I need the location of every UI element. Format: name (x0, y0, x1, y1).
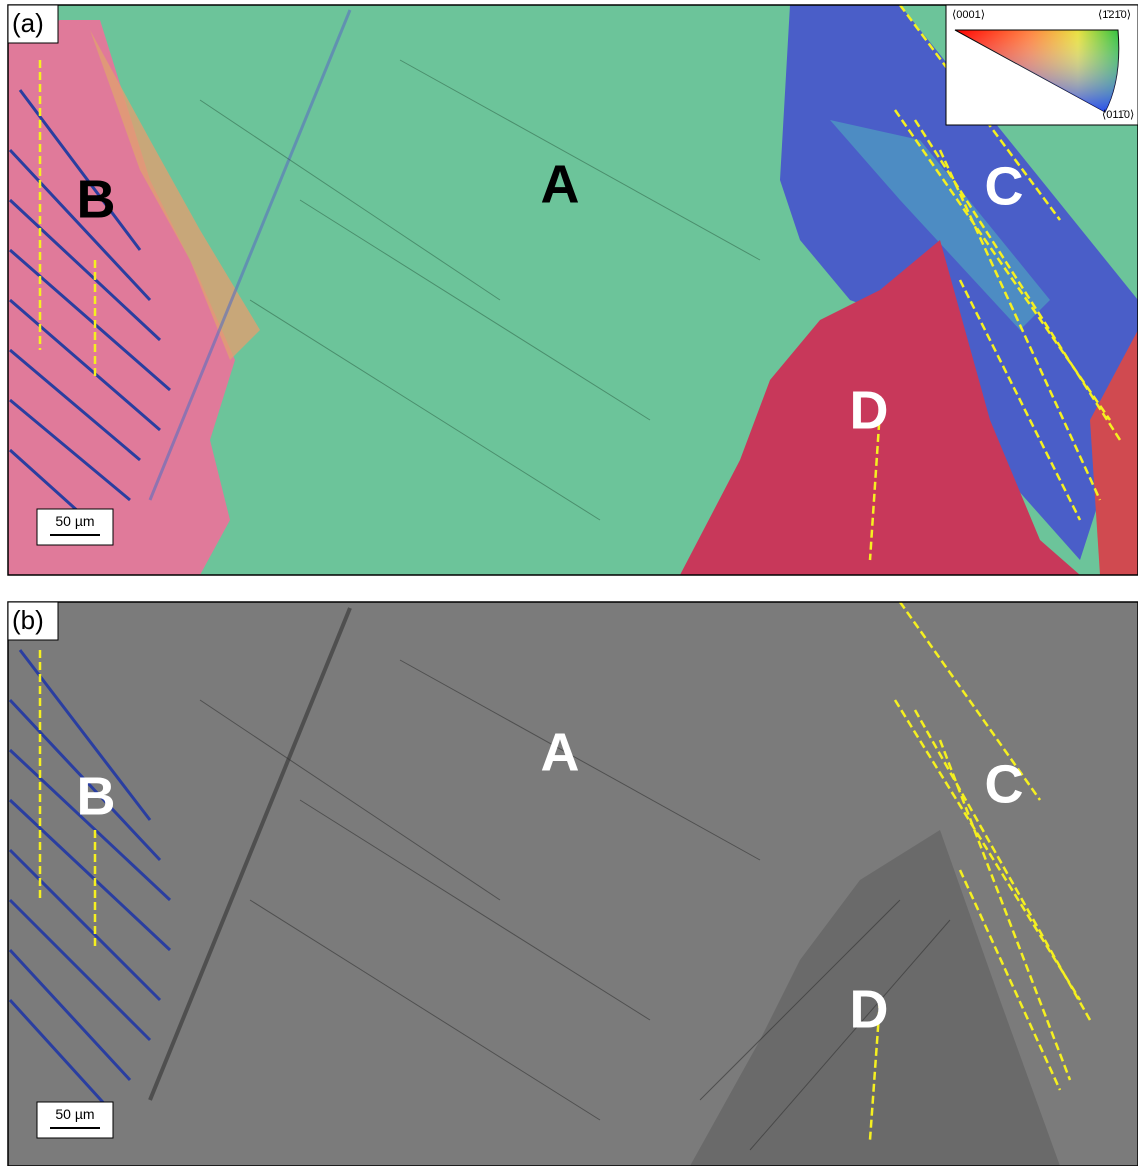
region-label: D (850, 979, 889, 1039)
legend-label: ⟨011̄0⟩ (1102, 109, 1134, 121)
region-label: D (850, 380, 889, 440)
legend-label: ⟨1̄21̄0⟩ (1098, 9, 1131, 21)
region-label: B (77, 766, 116, 826)
scale-bar-label: 50 µm (55, 513, 94, 529)
region-label: A (541, 154, 580, 214)
panel-label: (b) (12, 605, 44, 635)
figure: (a) A B C D 50 µm ⟨0001⟩ ⟨1̄21̄0⟩ ⟨011̄0… (0, 0, 1138, 1166)
region-label: B (77, 169, 116, 229)
scale-bar-label: 50 µm (55, 1106, 94, 1122)
region-label: A (541, 722, 580, 782)
panel-label: (a) (12, 8, 44, 38)
region-label: C (985, 754, 1024, 814)
panel-b-map (8, 602, 1138, 1166)
region-label: C (985, 156, 1024, 216)
legend-label: ⟨0001⟩ (952, 9, 985, 21)
